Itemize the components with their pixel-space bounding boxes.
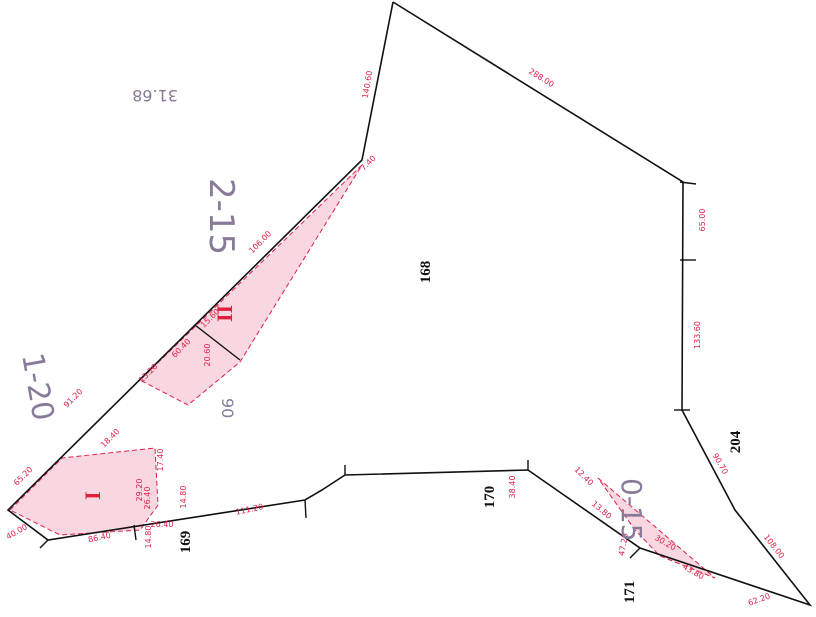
parcel-number: 204 [728, 430, 744, 453]
boundary-ticks [39, 181, 697, 559]
dimension-label: 38.40 [508, 476, 517, 499]
handwritten-note: 2-15 [201, 178, 241, 255]
handwritten-note: 31.68 [132, 86, 178, 105]
parcel-number: 171 [622, 581, 638, 604]
zone-mark: II [212, 305, 237, 322]
dimension-label: 29.20 [135, 479, 144, 502]
dimension-label: 26.40 [143, 487, 152, 510]
dimension-label: 133.60 [693, 321, 702, 349]
shaded-area [9, 447, 159, 536]
dimension-label: 26.40 [151, 520, 174, 529]
handwritten-note: 90 [218, 398, 237, 418]
handwritten-note: 0-15 [615, 478, 648, 542]
dimension-label: 65.00 [698, 209, 707, 232]
parcel-number: 168 [418, 261, 434, 284]
dimension-label: 47.20 [617, 533, 630, 557]
dimension-label: 14.80 [144, 526, 153, 549]
parcel-number: 169 [178, 531, 194, 554]
dimension-label: 17.40 [156, 449, 165, 472]
shaded-area [597, 477, 716, 579]
parcel-number: 170 [482, 486, 498, 509]
dimension-label: 14.80 [179, 486, 188, 509]
shaded-area [139, 164, 363, 406]
zone-mark: I [80, 491, 105, 500]
parcel-boundary [6, 1, 813, 607]
dimension-label: 20.60 [203, 344, 212, 367]
